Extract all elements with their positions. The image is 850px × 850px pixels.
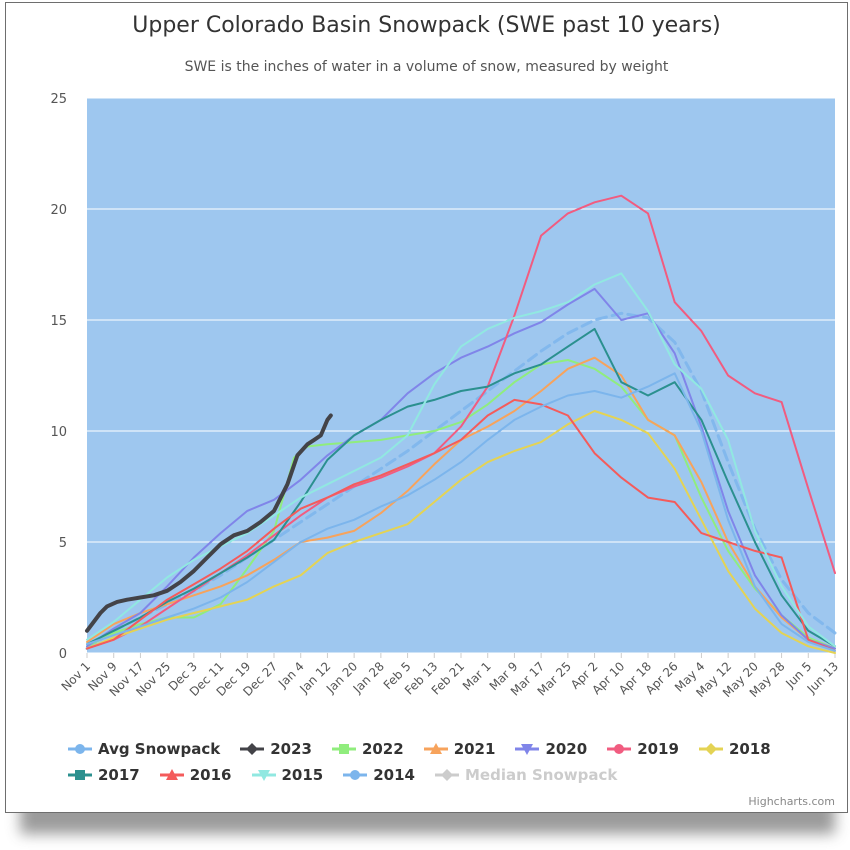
legend-symbol-triangle-down-icon: [251, 770, 276, 781]
legend-item-2022[interactable]: 2022: [331, 739, 404, 759]
legend-symbol-triangle-icon: [423, 743, 448, 754]
legend-item-label: 2023: [270, 740, 312, 758]
legend-item-2020[interactable]: 2020: [515, 739, 587, 759]
legend-item-label: 2021: [453, 740, 496, 758]
legend-symbol-triangle-icon: [159, 769, 184, 780]
legend-symbol-diamond-icon: [435, 769, 459, 781]
legend-item-2018[interactable]: 2018: [698, 739, 771, 759]
legend-symbol-circle-icon: [68, 744, 92, 754]
x-tick-label: Nov 1: [59, 659, 94, 694]
chart-title: Upper Colorado Basin Snowpack (SWE past …: [132, 13, 721, 38]
legend-item-2019[interactable]: 2019: [607, 739, 679, 759]
series-line-2016: [86, 398, 836, 652]
legend-item-2021[interactable]: 2021: [423, 739, 496, 759]
y-tick-label: 5: [59, 536, 67, 551]
legend-item-label: 2022: [361, 740, 404, 758]
legend-item-2015[interactable]: 2015: [251, 765, 324, 785]
x-tick-label: Mar 1: [460, 659, 494, 693]
legend-item-label: Avg Snowpack: [98, 740, 221, 758]
y-tick-label: 20: [50, 203, 67, 218]
legend-item-2014[interactable]: 2014: [343, 765, 415, 785]
legend-item-label: 2019: [637, 740, 679, 758]
chart-legend: Avg Snowpack 2023 2022 2021 2020 2019 2018 2017…: [68, 739, 838, 785]
y-tick-label: 10: [50, 425, 67, 440]
legend-item-avg-snowpack[interactable]: Avg Snowpack: [68, 739, 220, 759]
legend-symbol-square-icon: [68, 770, 92, 780]
chart-subtitle: SWE is the inches of water in a volume o…: [184, 59, 669, 75]
legend-item-label: 2018: [728, 740, 771, 758]
legend-symbol-triangle-down-icon: [515, 744, 540, 755]
legend-item-2017[interactable]: 2017: [68, 765, 140, 785]
legend-symbol-diamond-icon: [240, 743, 265, 755]
legend-item-2023[interactable]: 2023: [240, 739, 312, 759]
y-tick-label: 25: [50, 92, 67, 107]
series-line-2020: [86, 287, 836, 650]
series-line-2022: [86, 359, 836, 650]
legend-item-label: Median Snowpack: [465, 766, 618, 784]
legend-symbol-diamond-icon: [698, 743, 723, 755]
series-line-2017: [86, 327, 836, 648]
legend-symbol-circle-icon: [607, 744, 632, 754]
series-line-2014: [86, 372, 836, 652]
legend-item-2016[interactable]: 2016: [159, 765, 232, 785]
chart-frame: Upper Colorado Basin Snowpack (SWE past …: [5, 2, 848, 813]
legend-item-label: 2017: [98, 766, 140, 784]
legend-item-median-snowpack[interactable]: Median Snowpack: [435, 765, 617, 785]
legend-item-label: 2015: [281, 766, 324, 784]
y-tick-label: 15: [50, 314, 67, 329]
plot-background: [87, 98, 835, 653]
legend-item-label: 2016: [189, 766, 232, 784]
series-line-avg-snowpack: [85, 311, 837, 651]
legend-item-label: 2014: [373, 766, 415, 784]
legend-symbol-circle-icon: [343, 770, 368, 780]
y-tick-label: 0: [59, 647, 67, 662]
legend-item-label: 2020: [545, 740, 588, 758]
series-line-2023: [85, 413, 333, 633]
credits-text[interactable]: Highcharts.com: [748, 795, 835, 808]
legend-symbol-square-icon: [331, 744, 356, 754]
